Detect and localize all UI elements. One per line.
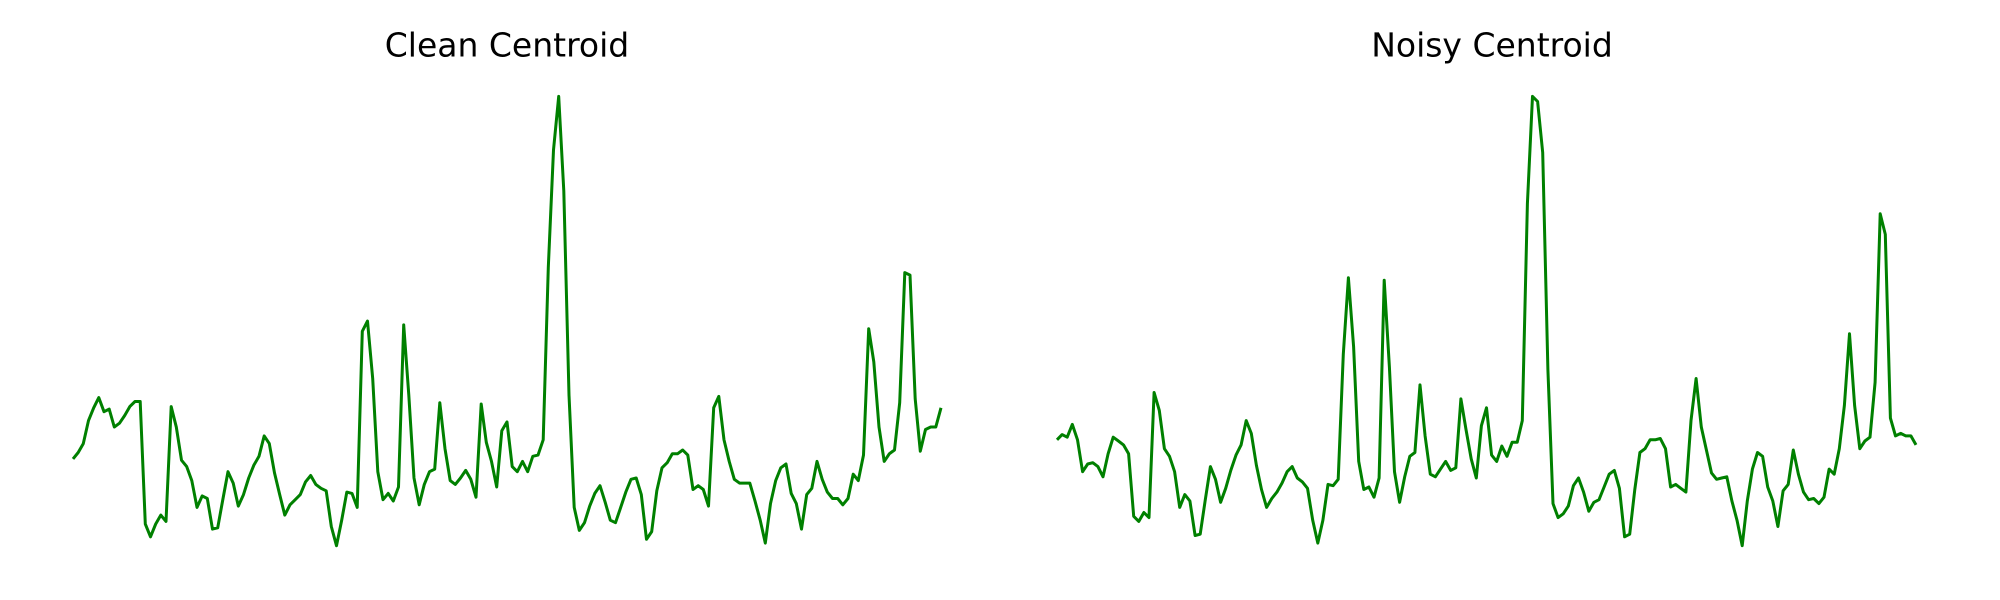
chart-title: Noisy Centroid <box>1371 26 1613 65</box>
line <box>71 94 943 548</box>
line <box>1055 94 1918 548</box>
chart-title: Clean Centroid <box>385 26 630 65</box>
